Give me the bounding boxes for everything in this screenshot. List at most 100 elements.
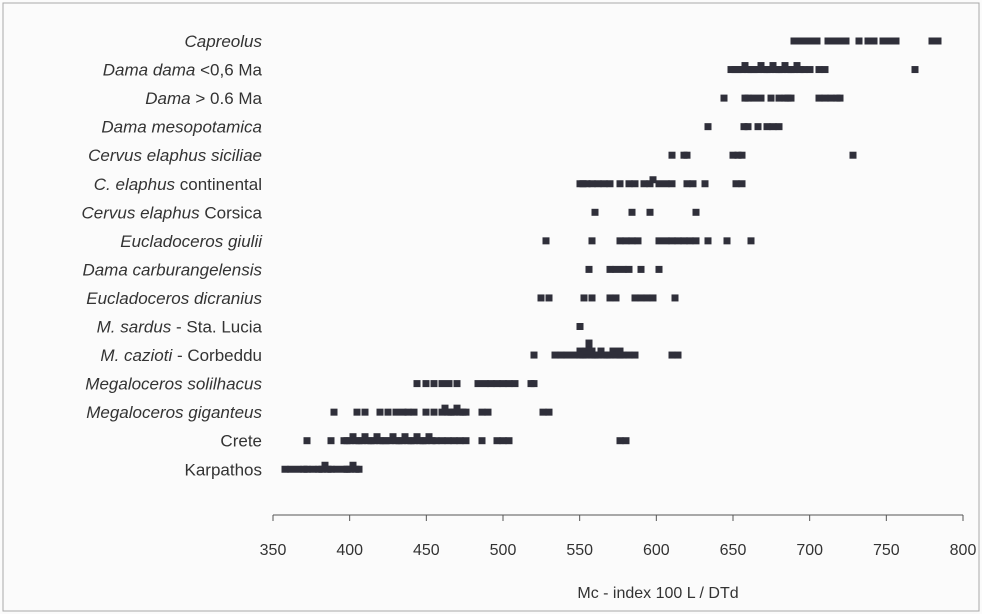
data-point <box>376 408 384 416</box>
data-point <box>478 437 486 445</box>
data-point <box>732 180 740 188</box>
data-point <box>763 123 771 131</box>
data-point <box>628 237 636 245</box>
data-point <box>911 66 919 74</box>
data-point <box>744 123 752 131</box>
data-point <box>594 351 602 359</box>
category-label: M. cazioti - Corbeddu <box>100 346 262 365</box>
category-label: Karpathos <box>185 460 263 479</box>
x-tick-label: 350 <box>260 542 287 559</box>
data-point <box>738 180 746 188</box>
data-point <box>625 180 633 188</box>
data-point <box>701 180 709 188</box>
category-label-part: - Corbeddu <box>172 346 262 365</box>
data-point <box>392 408 400 416</box>
data-point <box>445 380 453 388</box>
data-point <box>462 408 470 416</box>
data-point <box>836 37 844 45</box>
data-point <box>738 151 746 159</box>
data-point <box>864 37 872 45</box>
data-point <box>744 94 752 102</box>
data-point <box>487 380 495 388</box>
data-point <box>384 408 392 416</box>
x-tick-label: 550 <box>566 542 593 559</box>
data-point <box>634 237 642 245</box>
data-point <box>382 437 390 445</box>
data-point <box>790 37 798 45</box>
data-point <box>686 237 694 245</box>
data-point <box>410 408 418 416</box>
data-point <box>478 408 486 416</box>
data-point <box>668 351 676 359</box>
data-point <box>625 265 633 273</box>
category-label: Eucladoceros dicranius <box>86 289 262 308</box>
data-point <box>796 66 804 74</box>
category-label: Eucladoceros giulii <box>120 232 263 251</box>
category-label-part: > 0.6 Ma <box>191 89 263 108</box>
data-point <box>928 37 936 45</box>
data-point <box>649 176 657 184</box>
data-point <box>738 66 746 74</box>
data-point <box>303 437 311 445</box>
category-label: Crete <box>220 432 262 451</box>
data-point <box>318 465 326 473</box>
category-label: Megaloceros giganteus <box>86 403 262 422</box>
data-point <box>600 180 608 188</box>
data-point <box>720 94 728 102</box>
data-point <box>309 465 317 473</box>
data-point <box>616 180 624 188</box>
data-point <box>537 294 545 302</box>
data-point <box>570 351 578 359</box>
data-point <box>399 408 407 416</box>
category-label-part: Megaloceros solilhacus <box>85 375 262 394</box>
data-point <box>631 180 639 188</box>
data-point <box>692 237 700 245</box>
data-point <box>582 351 590 359</box>
data-point <box>622 437 630 445</box>
data-point <box>637 294 645 302</box>
data-point <box>775 94 783 102</box>
data-point <box>499 380 507 388</box>
data-point <box>606 180 614 188</box>
data-point <box>821 94 829 102</box>
data-point <box>668 151 676 159</box>
data-point <box>530 351 538 359</box>
category-label-part: Dama mesopotamica <box>101 118 262 137</box>
data-point <box>361 408 369 416</box>
data-point <box>801 37 809 45</box>
data-point <box>821 66 829 74</box>
data-point <box>346 465 354 473</box>
data-point <box>631 294 639 302</box>
category-label: Dama mesopotamica <box>101 118 262 137</box>
data-point <box>333 465 341 473</box>
data-point <box>892 37 900 45</box>
data-point <box>793 62 801 70</box>
data-point <box>870 37 878 45</box>
data-marks <box>281 37 942 473</box>
data-point <box>585 339 593 347</box>
data-point <box>450 437 458 445</box>
data-point <box>640 180 648 188</box>
data-point <box>750 66 758 74</box>
category-label-part: Dama carburangelensis <box>82 260 262 279</box>
data-point <box>692 208 700 216</box>
data-point <box>704 237 712 245</box>
data-point <box>330 408 338 416</box>
data-point <box>606 351 614 359</box>
data-point <box>680 237 688 245</box>
data-point <box>430 408 438 416</box>
data-point <box>757 62 765 70</box>
data-point <box>438 380 446 388</box>
data-point <box>346 437 354 445</box>
data-point <box>542 237 550 245</box>
data-point <box>842 37 850 45</box>
data-point <box>813 37 821 45</box>
data-point <box>662 180 670 188</box>
data-point <box>588 237 596 245</box>
data-point <box>778 66 786 74</box>
x-tick-label: 650 <box>720 542 747 559</box>
data-point <box>327 465 335 473</box>
